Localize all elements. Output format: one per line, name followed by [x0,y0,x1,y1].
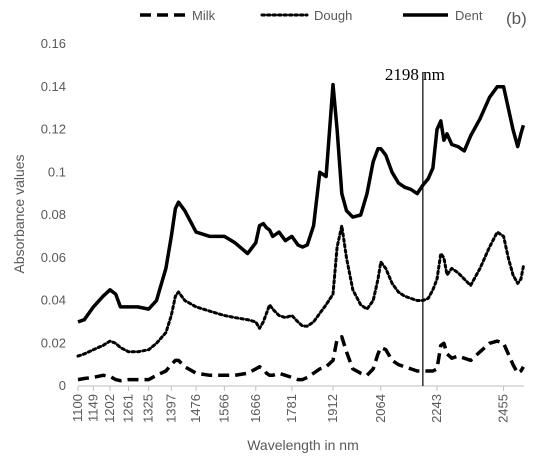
x-tick-label: 1261 [121,394,136,423]
x-tick-label: 1566 [216,394,231,423]
x-axis-title: Wavelength in nm [247,437,359,453]
series-line-dough [76,224,525,358]
x-tick-label: 1397 [163,394,178,423]
series-line-dent [77,82,526,324]
x-tick-label: 2064 [373,394,388,423]
y-axis-ticks: 0 0.02 0.04 0.06 0.08 0.1 0.12 0.14 0.16 [41,36,66,393]
series-line-milk [77,335,525,383]
x-axis-ticks: 1100 1149 1202 1261 1325 1397 1476 1566 1666 1781… [70,386,511,423]
y-tick-label: 0 [59,378,66,393]
panel-label: (b) [506,9,527,28]
x-tick-label: 1781 [284,394,299,423]
y-axis-title: Absorbance values [11,154,27,273]
x-tick-label: 1666 [248,394,263,423]
y-tick-label: 0.12 [41,122,66,137]
legend-label-dough: Dough [314,8,352,23]
legend-label-dent: Dent [455,8,483,23]
y-tick-label: 0.04 [41,293,66,308]
y-tick-label: 0.14 [41,79,66,94]
x-tick-label: 2455 [496,394,511,423]
x-tick-label: 1100 [70,394,85,422]
annotation-label: 2198 nm [385,65,445,84]
y-tick-label: 0.08 [41,207,66,222]
y-tick-label: 0.1 [48,164,66,179]
x-tick-label: 1476 [188,394,203,423]
x-tick-label: 1149 [85,394,100,422]
x-tick-label: 2243 [429,394,444,423]
y-tick-label: 0.06 [41,250,66,265]
y-tick-label: 0.02 [41,335,66,350]
x-tick-label: 1202 [102,394,117,423]
x-tick-label: 1325 [141,394,156,423]
chart-legend: Milk Dough Dent [140,8,483,23]
y-tick-label: 0.16 [41,36,66,51]
legend-label-milk: Milk [192,8,216,23]
series-group [76,82,526,383]
x-tick-label: 1912 [325,394,340,423]
